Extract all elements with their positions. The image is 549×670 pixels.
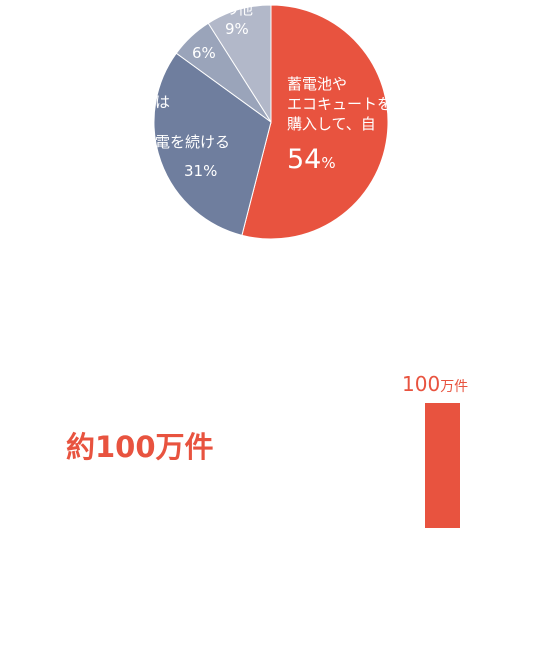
bar-chart: 100万件 xyxy=(402,372,468,528)
headline-count: 約100万件 xyxy=(66,430,214,464)
pie-label-2-line-0: と xyxy=(176,25,191,43)
pie-label-0-line-1: エコキュートを xyxy=(287,95,392,113)
pie-label-0-line-0: 蓄電池や xyxy=(287,75,347,93)
pie-slices xyxy=(153,4,389,240)
pie-label-3-line-0: の他 xyxy=(223,0,253,18)
pie-percent-3: 9% xyxy=(225,20,249,38)
bar-0 xyxy=(425,403,460,528)
pie-label-1-line-0: は xyxy=(155,93,170,111)
pie-percent-1: 31% xyxy=(184,162,217,180)
pie-label-0-line-2: 購入して、自 xyxy=(287,115,376,133)
pie-percent-0: 54% xyxy=(287,144,336,175)
bar-value-label-0: 100万件 xyxy=(402,372,468,396)
pie-slice-3 xyxy=(207,4,272,124)
pie-percent-2: 6% xyxy=(192,44,216,62)
bar-value-unit-0: 万件 xyxy=(440,379,468,395)
pie-label-1-line-1: 電を続ける xyxy=(155,133,230,151)
pie-percent-unit-0: % xyxy=(321,154,335,172)
pie-slice-0 xyxy=(241,4,389,240)
pie-slice-1 xyxy=(153,52,272,236)
